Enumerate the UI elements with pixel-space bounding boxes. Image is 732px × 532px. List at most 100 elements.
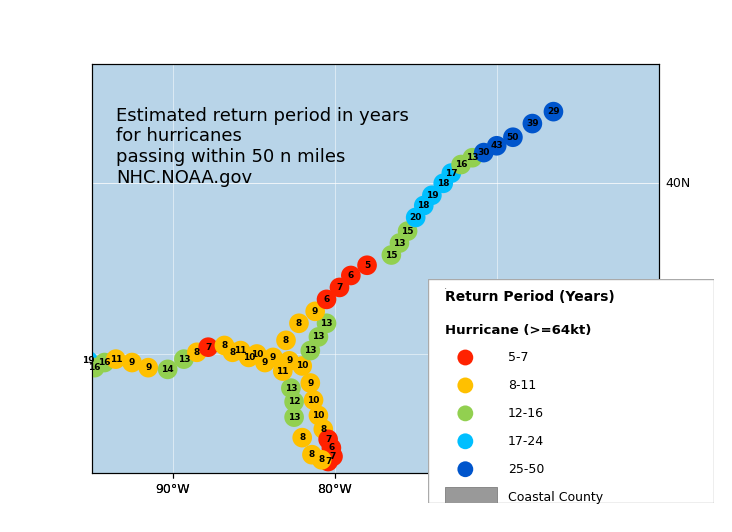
Text: 11: 11 <box>110 355 122 364</box>
Point <box>307 396 319 404</box>
Point <box>321 319 332 328</box>
Text: 10: 10 <box>250 350 263 359</box>
Text: 15: 15 <box>385 251 397 260</box>
Point <box>426 191 438 200</box>
Text: 16: 16 <box>455 160 467 169</box>
Point <box>126 358 138 367</box>
Point <box>526 119 538 128</box>
Text: 50: 50 <box>507 132 519 142</box>
Point <box>460 353 471 362</box>
Text: 8: 8 <box>296 319 302 328</box>
Text: 12-16: 12-16 <box>508 407 544 420</box>
Text: 8: 8 <box>318 455 325 464</box>
Text: 10: 10 <box>313 411 324 420</box>
Point <box>89 363 100 372</box>
Text: 13: 13 <box>321 319 333 328</box>
Point <box>288 413 300 421</box>
Text: 39: 39 <box>526 119 539 128</box>
Point <box>83 356 94 365</box>
Point <box>280 336 292 345</box>
Text: 5: 5 <box>364 261 370 270</box>
Point <box>410 213 422 222</box>
Text: 7: 7 <box>325 435 332 444</box>
Text: 7: 7 <box>330 452 336 461</box>
Point <box>259 358 271 367</box>
Point <box>361 261 373 270</box>
Point <box>219 341 231 350</box>
Point <box>305 346 316 355</box>
Text: 11: 11 <box>234 346 247 355</box>
Text: 13: 13 <box>312 332 325 342</box>
Text: 18: 18 <box>417 201 430 210</box>
Point <box>460 437 471 446</box>
Point <box>326 444 337 452</box>
Text: 8-11: 8-11 <box>508 379 537 392</box>
Text: 8: 8 <box>309 450 315 459</box>
Point <box>315 455 327 464</box>
Text: 9: 9 <box>145 363 152 372</box>
Text: 8: 8 <box>194 348 200 357</box>
Text: 13: 13 <box>466 153 479 162</box>
Point <box>460 381 471 389</box>
Text: 12: 12 <box>288 397 300 406</box>
Text: 5-7: 5-7 <box>445 288 447 289</box>
Text: 15: 15 <box>401 227 414 236</box>
Text: 6: 6 <box>324 295 329 304</box>
Point <box>235 346 247 355</box>
Point <box>507 133 519 142</box>
Point <box>296 362 308 370</box>
Text: Hurricane (>=64kt): Hurricane (>=64kt) <box>445 324 591 337</box>
Text: 9: 9 <box>270 353 276 362</box>
Text: 14: 14 <box>161 365 174 374</box>
Point <box>296 434 308 442</box>
Text: 19: 19 <box>82 356 94 365</box>
Text: 16: 16 <box>89 363 101 372</box>
Point <box>310 307 321 315</box>
Text: 9: 9 <box>307 378 313 387</box>
Point <box>402 227 414 235</box>
Point <box>394 239 406 247</box>
Text: 10: 10 <box>242 353 255 362</box>
Point <box>178 355 190 363</box>
Text: Return Period (Years): Return Period (Years) <box>445 290 615 304</box>
Point <box>466 153 478 162</box>
Text: 9: 9 <box>262 358 268 367</box>
Text: 13: 13 <box>285 384 297 393</box>
Text: 5-7: 5-7 <box>508 351 529 364</box>
Point <box>334 283 346 292</box>
Text: 17-24: 17-24 <box>508 435 545 448</box>
Text: 9: 9 <box>286 356 292 365</box>
Text: 10: 10 <box>296 361 308 370</box>
Text: Coastal County: Coastal County <box>508 491 603 504</box>
Point <box>293 319 305 328</box>
Text: 9: 9 <box>312 307 318 316</box>
Point <box>446 169 458 177</box>
Point <box>277 367 288 375</box>
Point <box>386 251 397 259</box>
Point <box>327 452 339 461</box>
Point <box>321 295 332 304</box>
Point <box>162 365 173 373</box>
Text: 18: 18 <box>437 179 449 188</box>
Point <box>202 343 214 352</box>
Text: 11: 11 <box>277 367 289 376</box>
Point <box>438 179 449 188</box>
Point <box>243 353 255 362</box>
Text: 7: 7 <box>205 343 212 352</box>
Text: Estimated return period in years
for hurricanes
passing within 50 n miles
NHC.NO: Estimated return period in years for hur… <box>116 106 408 187</box>
Text: 9: 9 <box>129 358 135 367</box>
Text: 6: 6 <box>328 443 335 452</box>
Text: 7: 7 <box>336 283 343 292</box>
Point <box>305 379 316 387</box>
Text: 43: 43 <box>490 142 503 150</box>
Point <box>227 348 239 356</box>
Text: 30: 30 <box>477 148 490 157</box>
Point <box>142 363 154 372</box>
Text: 8: 8 <box>221 341 228 350</box>
Text: 10: 10 <box>307 396 320 405</box>
Point <box>548 107 559 116</box>
Point <box>283 356 295 365</box>
Text: 16: 16 <box>98 358 111 367</box>
Point <box>306 451 318 459</box>
Point <box>460 409 471 418</box>
